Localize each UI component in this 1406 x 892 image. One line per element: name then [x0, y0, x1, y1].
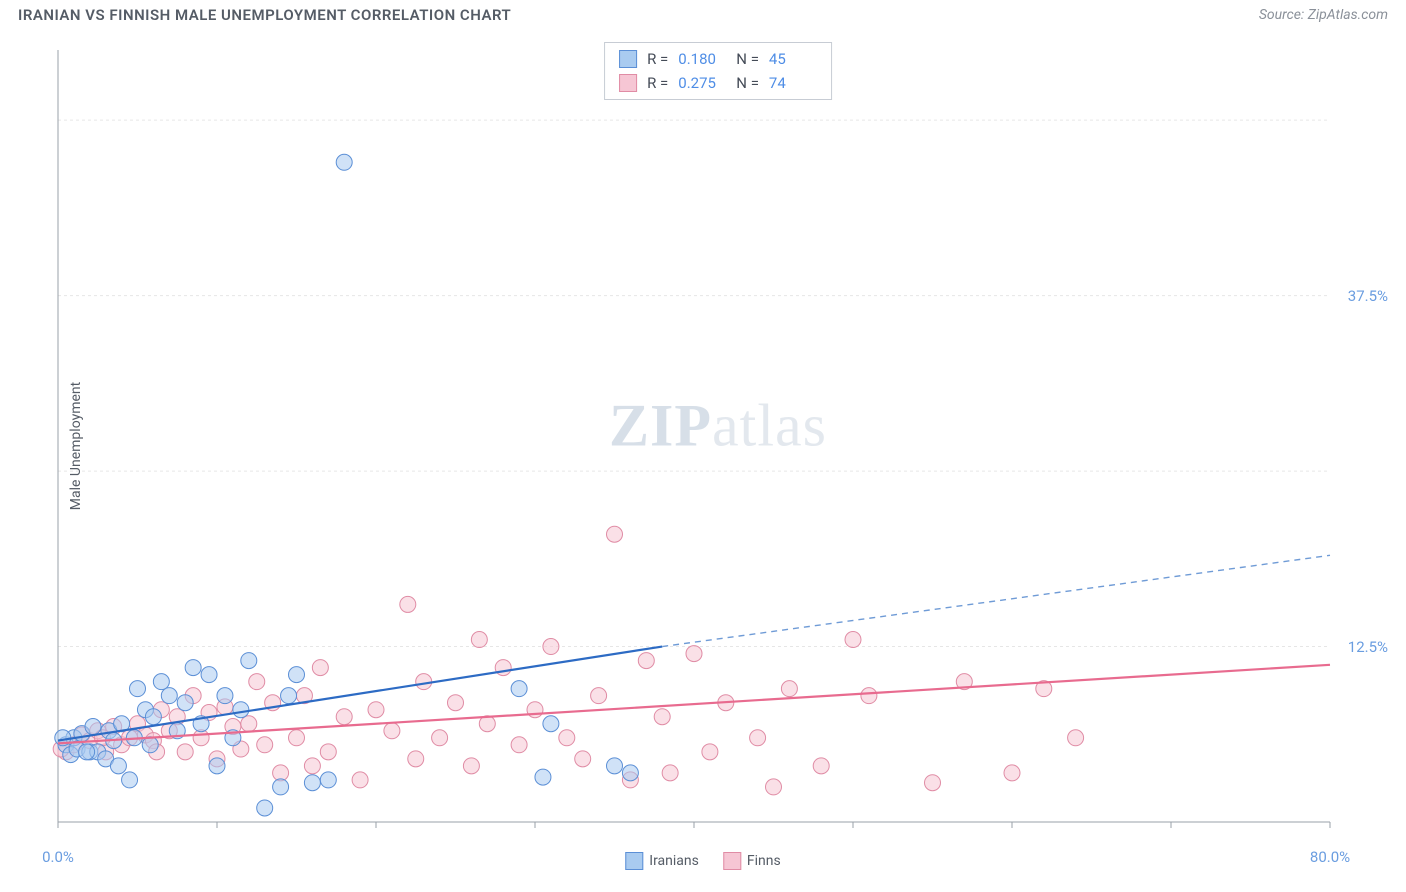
swatch-iranians: [619, 50, 637, 68]
legend-label-finns: Finns: [747, 853, 781, 869]
legend-label-iranians: Iranians: [649, 853, 699, 869]
stats-legend: R = 0.180 N = 45 R = 0.275 N = 74: [604, 42, 832, 100]
scatter-plot: [48, 40, 1388, 844]
chart-title: IRANIAN VS FINNISH MALE UNEMPLOYMENT COR…: [18, 6, 511, 24]
y-tick: 12.5%: [1348, 638, 1388, 656]
legend-item-finns: Finns: [723, 852, 781, 870]
swatch-finns: [619, 74, 637, 92]
swatch-finns-icon: [723, 852, 741, 870]
x-tick-max: 80.0%: [1310, 848, 1350, 866]
source-label: Source: ZipAtlas.com: [1259, 7, 1388, 23]
y-tick: 37.5%: [1348, 287, 1388, 305]
chart-container: ZIPatlas R = 0.180 N = 45 R = 0.275 N = …: [48, 40, 1388, 844]
swatch-iranians-icon: [625, 852, 643, 870]
legend-item-iranians: Iranians: [625, 852, 699, 870]
x-tick-min: 0.0%: [42, 848, 74, 866]
bottom-legend: Iranians Finns: [625, 852, 780, 870]
stats-row-finns: R = 0.275 N = 74: [619, 71, 817, 95]
stats-row-iranians: R = 0.180 N = 45: [619, 47, 817, 71]
